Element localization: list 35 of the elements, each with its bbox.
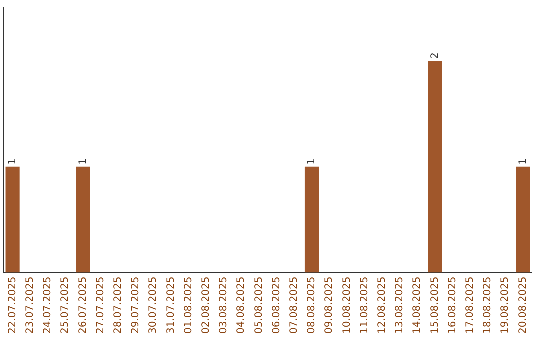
x-tick-label: 07.08.2025 (288, 276, 300, 334)
x-tick-label: 10.08.2025 (342, 276, 353, 334)
x-tick-label: 25.07.2025 (60, 276, 72, 334)
x-tick-label: 16.08.2025 (447, 276, 458, 334)
x-tick-label: 02.08.2025 (200, 276, 212, 334)
x-tick-label: 11.08.2025 (359, 276, 370, 334)
x-tick-label: 31.07.2025 (166, 276, 177, 334)
data-label: 1 (7, 158, 18, 165)
x-tick-label: 30.07.2025 (148, 276, 160, 334)
data-label: 1 (78, 158, 89, 165)
x-tick-label: 18.08.2025 (482, 276, 494, 334)
data-label: 2 (430, 52, 441, 59)
x-tick-label: 12.08.2025 (376, 276, 388, 334)
x-tick-label: 24.07.2025 (42, 276, 54, 334)
x-tick-label: 08.08.2025 (306, 276, 318, 334)
x-tick-label: 23.07.2025 (24, 276, 36, 334)
x-tick-label: 14.08.2025 (412, 276, 424, 334)
data-label: 1 (518, 158, 529, 165)
x-tick-label: 17.08.2025 (464, 276, 476, 334)
x-tick-label: 04.08.2025 (236, 276, 248, 334)
x-tick-label: 09.08.2025 (324, 276, 336, 334)
x-tick-label: 29.07.2025 (130, 276, 142, 334)
x-tick-label: 13.08.2025 (394, 276, 406, 334)
x-tick-label: 19.08.2025 (500, 276, 512, 334)
x-tick-label: 28.07.2025 (112, 276, 124, 334)
x-tick-label: 26.07.2025 (78, 276, 89, 334)
x-tick-label: 05.08.2025 (254, 276, 265, 334)
x-tick-label: 20.08.2025 (518, 276, 529, 334)
x-tick-label: 15.08.2025 (430, 276, 441, 334)
x-tick-label: 27.07.2025 (95, 276, 106, 334)
x-tick-label: 01.08.2025 (183, 276, 194, 334)
x-tick-label: 22.07.2025 (7, 276, 18, 334)
data-label: 1 (306, 158, 318, 165)
x-tick-label: 06.08.2025 (271, 276, 282, 334)
x-tick-label: 03.08.2025 (218, 276, 230, 334)
